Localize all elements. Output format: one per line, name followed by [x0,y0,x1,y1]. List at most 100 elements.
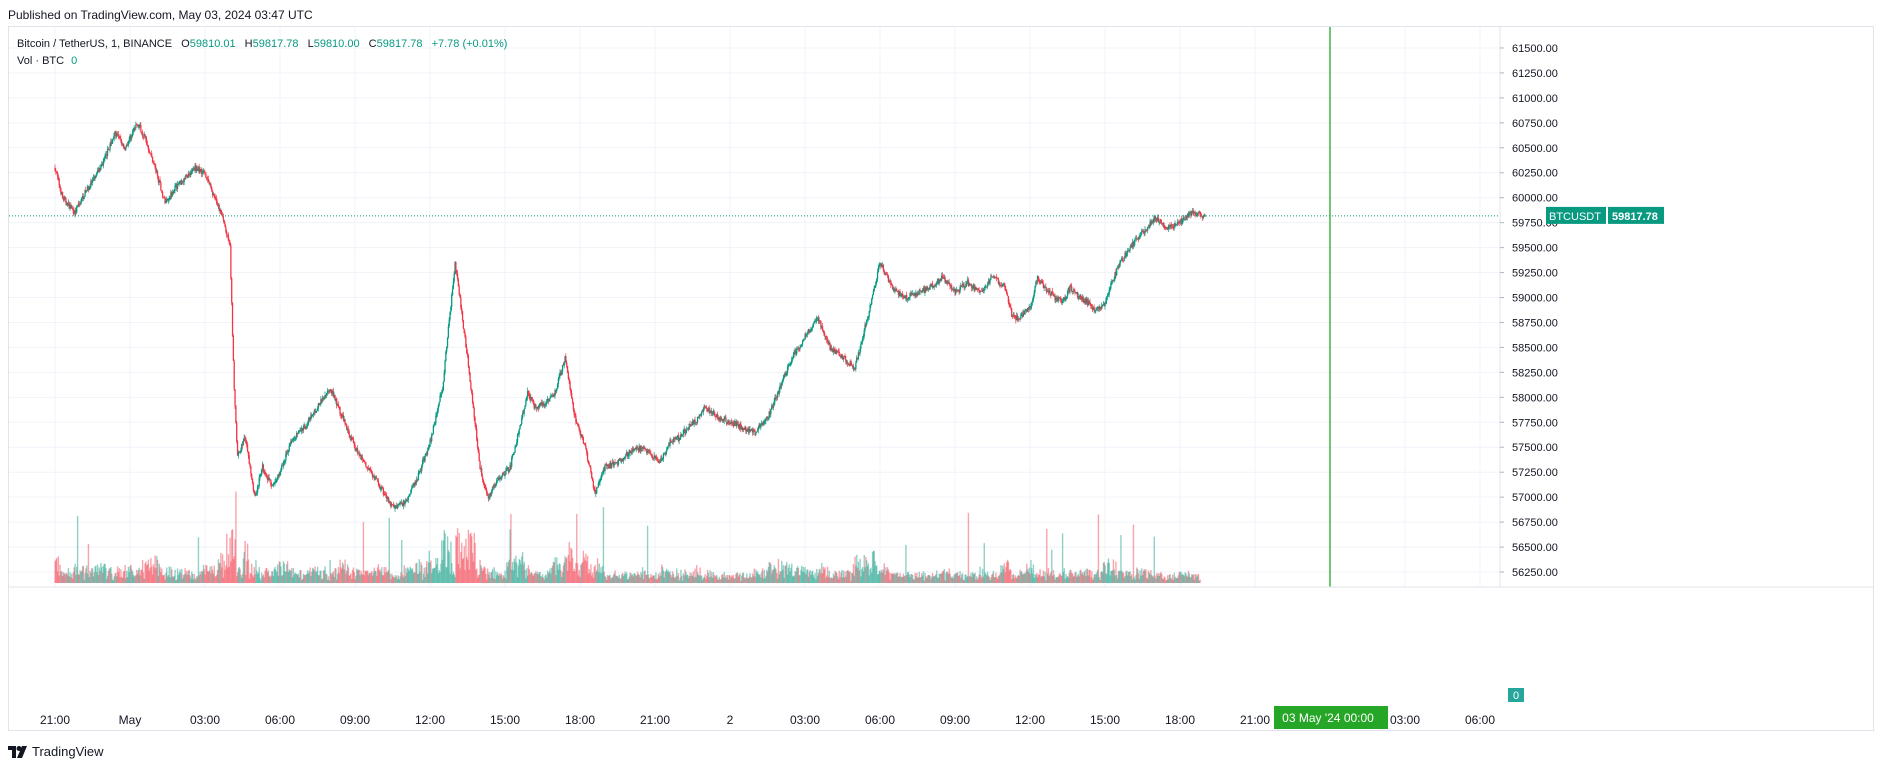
candle-body [671,441,673,443]
volume-bar [969,575,971,583]
candle-body [718,417,720,419]
candle-body [690,424,692,426]
volume-bar [219,563,221,583]
candle-body [590,467,592,473]
volume-bar [362,521,365,583]
candle-body [587,460,590,463]
candle-body [1141,231,1143,235]
volume-bar [146,565,148,583]
candle-body [800,346,802,348]
volume-bar [1106,562,1109,583]
volume-bar [1084,570,1086,583]
volume-bar [1142,570,1145,583]
candle-body [941,275,944,278]
candle-body [157,176,160,183]
candle-body [58,178,60,186]
volume-bar [234,539,236,583]
volume-bar [237,568,240,583]
candle-body [827,341,830,345]
volume-bar [65,573,67,583]
volume-bar [656,579,658,583]
candle-body [770,409,772,415]
candle-body [266,476,269,480]
volume-bar [325,573,327,583]
volume-bar [361,573,363,583]
volume-bar [706,569,709,583]
volume-bar [867,563,870,583]
volume-bar [732,574,735,583]
candle-body [1051,291,1053,296]
volume-bar [69,572,71,583]
candle-body [501,475,503,480]
volume-bar [461,559,464,583]
candle-body [446,347,448,352]
candle-body [1198,211,1200,214]
volume-bar [327,576,330,583]
volume-bar [222,577,225,583]
volume-bar [810,574,812,583]
volume-bar [1081,572,1084,583]
volume-bar [704,574,706,583]
candle-body [881,264,884,267]
volume-bar [288,569,290,583]
candle-body [704,406,706,407]
volume-bar [1071,573,1074,583]
candle-body [746,428,748,432]
volume-bar [586,561,588,583]
volume-bar [700,576,702,583]
candle-body [1070,285,1072,287]
candle-body [646,449,648,453]
volume-bar [423,567,425,583]
candle-body [956,289,959,291]
volume-bar [1153,536,1155,583]
candle-body [1101,304,1104,306]
candle-body [620,459,622,462]
volume-bar [264,570,266,583]
volume-bar [221,554,224,583]
chart-frame[interactable] [8,26,1874,731]
volume-bar [1191,574,1193,583]
candle-body [448,319,450,327]
volume-bar [136,573,139,583]
volume-bar [1156,573,1158,583]
volume-bar [633,573,635,583]
volume-bar [661,564,663,583]
volume-bar [868,575,870,583]
candle-body [220,209,222,213]
candle-body [1183,217,1185,220]
candle-body [375,477,377,479]
candle-body [180,180,182,185]
volume-bar [258,567,260,583]
volume-bar [605,577,607,583]
candle-body [497,477,500,481]
volume-bar [395,577,397,583]
candle-body [146,139,148,145]
volume-bar [1029,573,1031,583]
candle-body [385,494,387,496]
volume-bar [953,574,955,583]
volume-bar [858,570,860,583]
candle-body [1004,285,1006,290]
volume-bar [961,574,963,583]
volume-bar [672,573,675,583]
candle-body [431,434,433,442]
volume-bar [281,575,284,583]
candle-body [297,432,300,434]
candle-body [766,416,769,418]
volume-bar [1196,575,1199,583]
volume-bar [122,571,125,583]
volume-bar [518,559,520,583]
candle-body [217,204,220,206]
volume-bar [839,577,841,583]
candle-body [230,245,232,278]
candle-body [601,473,604,475]
volume-bar [91,568,93,583]
candle-body [702,409,705,412]
volume-bar [1081,573,1083,583]
candle-body [1053,295,1055,297]
volume-bar [1126,575,1129,583]
volume-bar [301,579,304,583]
candle-body [1071,286,1073,292]
volume-bar [754,576,756,583]
